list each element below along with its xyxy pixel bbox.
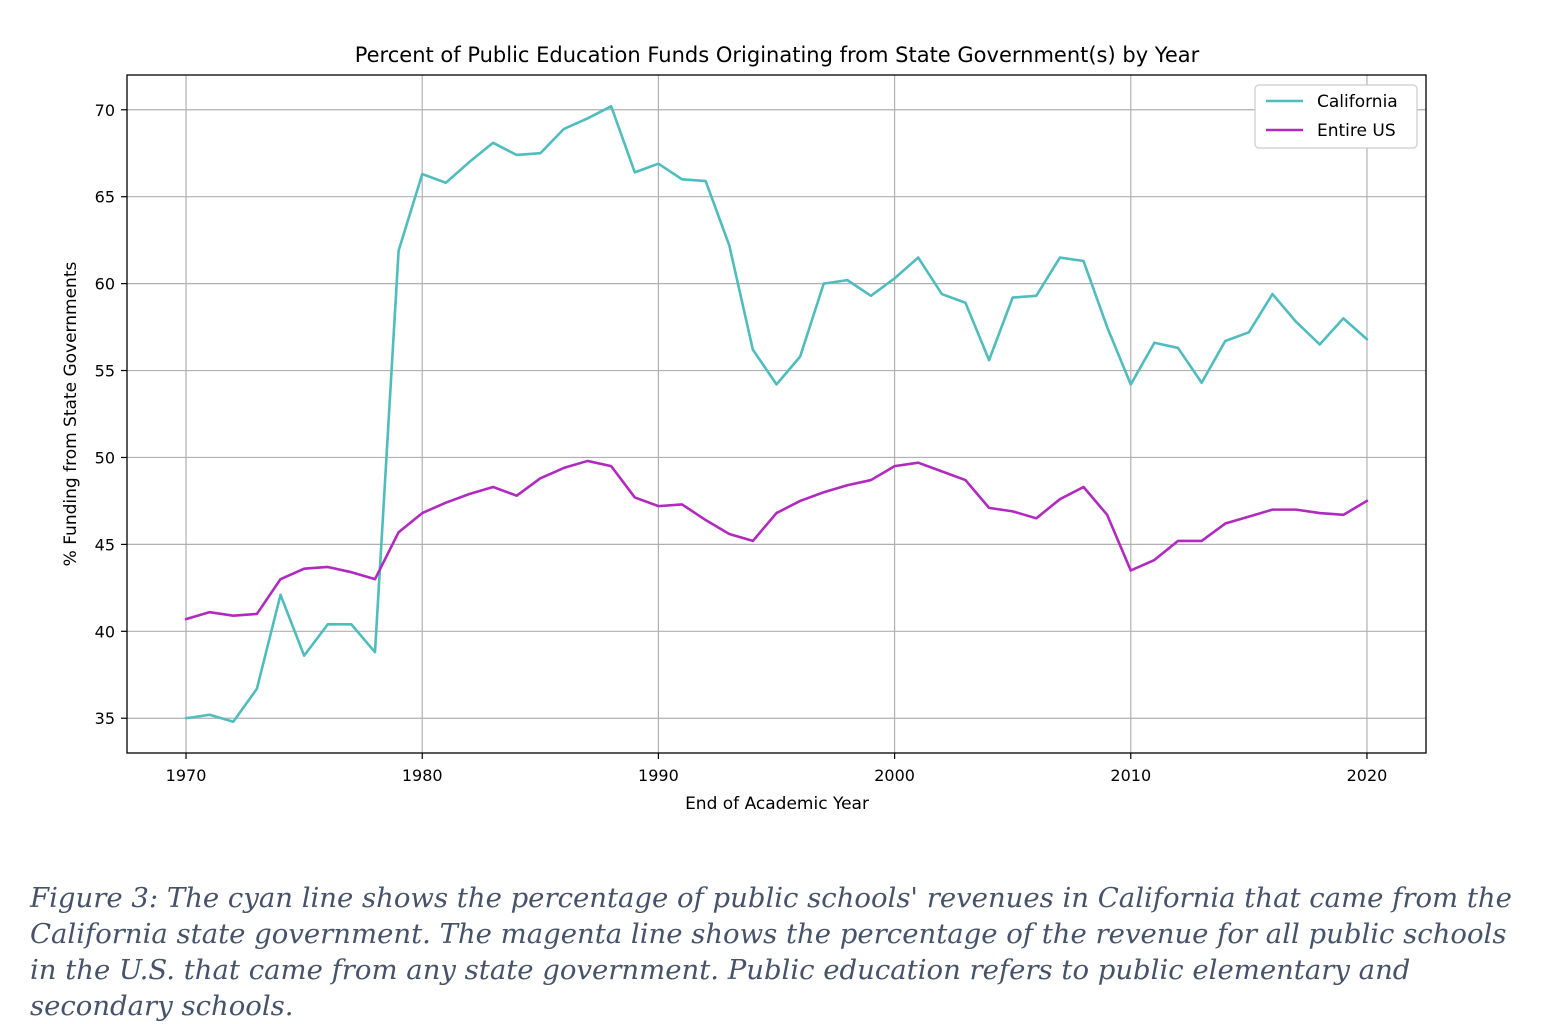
legend: California Entire US [1254,84,1418,149]
y-tick-label-40: 40 [95,622,115,641]
y-tick-label-45: 45 [95,535,115,554]
y-tick-label-50: 50 [95,448,115,467]
series-line-entire-us [184,459,1369,621]
x-tick-label-2000: 2000 [874,766,915,785]
x-tick-label-2010: 2010 [1110,766,1151,785]
chart-title: Percent of Public Education Funds Origin… [355,43,1200,67]
y-tick-label-65: 65 [95,188,115,207]
plot-frame [126,74,1427,754]
figure-caption: Figure 3: The cyan line shows the percen… [30,882,1512,1022]
x-tick-label-1970: 1970 [166,766,207,785]
x-axis: 1970 1980 1990 2000 2010 2020 [166,753,1388,785]
y-tick-label-60: 60 [95,275,115,294]
legend-label-entire-us: Entire US [1317,121,1396,141]
y-tick-label-35: 35 [95,709,115,728]
y-axis-label: % Funding from State Governments [61,262,81,567]
x-tick-label-2020: 2020 [1347,766,1388,785]
chart: Percent of Public Education Funds Origin… [61,43,1427,814]
y-tick-label-55: 55 [95,362,115,381]
series-layer [184,104,1369,724]
x-tick-label-1990: 1990 [638,766,679,785]
y-axis: 35 40 45 50 55 60 65 70 [95,101,127,728]
legend-label-california: California [1317,92,1398,112]
x-axis-label: End of Academic Year [685,794,869,814]
x-tick-label-1980: 1980 [402,766,443,785]
series-line-california [184,104,1369,724]
grid [127,75,1426,753]
y-tick-label-70: 70 [95,101,115,120]
